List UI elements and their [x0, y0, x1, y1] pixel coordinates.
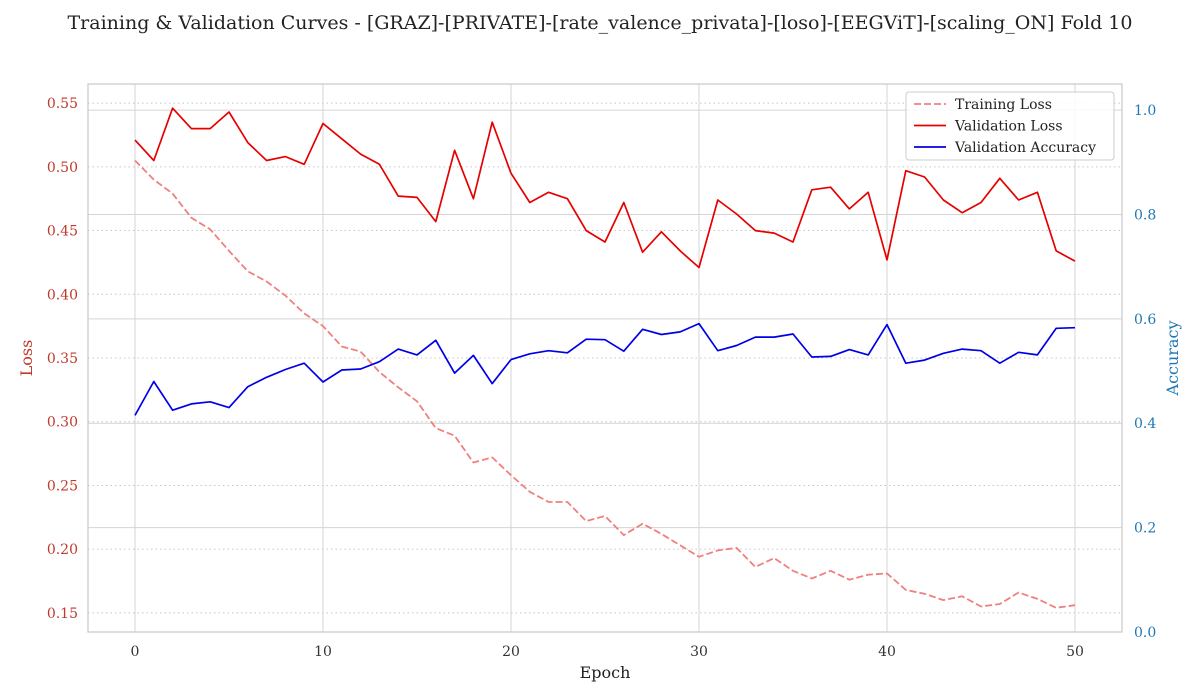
x-axis-label: Epoch — [580, 663, 631, 682]
y-left-tick-label: 0.15 — [47, 606, 78, 622]
series-line-validation-accuracy — [134, 322, 1076, 416]
legend-box — [905, 91, 1115, 161]
y-axis-left-label: Loss — [17, 340, 36, 377]
y-axis-right-label: Accuracy — [1163, 321, 1182, 397]
x-tick-label: 30 — [690, 644, 708, 660]
y-right-tick-label: 0.4 — [1134, 416, 1156, 432]
y-right-tick-label: 0.2 — [1134, 521, 1156, 537]
y-left-tick-label: 0.40 — [47, 287, 78, 303]
x-tick-label: 40 — [878, 644, 896, 660]
y-left-tick-label: 0.45 — [47, 224, 78, 240]
y-left-tick-label: 0.25 — [47, 478, 78, 494]
y-left-tick-label: 0.35 — [47, 351, 78, 367]
plot-frame — [87, 83, 1123, 633]
x-tick-label: 0 — [131, 644, 140, 660]
series-line-validation-loss — [134, 107, 1076, 269]
y-left-tick-label: 0.55 — [47, 96, 78, 112]
chart-title: Training & Validation Curves - [GRAZ]-[P… — [67, 12, 1133, 34]
y-left-tick-label: 0.30 — [47, 415, 78, 431]
y-right-tick-label: 0.0 — [1134, 625, 1156, 641]
y-right-tick-label: 0.8 — [1134, 207, 1156, 223]
y-left-tick-label: 0.50 — [47, 160, 78, 176]
x-tick-label: 10 — [314, 644, 332, 660]
series-line-training-loss — [134, 159, 1076, 609]
y-right-tick-label: 1.0 — [1134, 103, 1156, 119]
x-tick-label: 50 — [1066, 644, 1084, 660]
legend: Training Loss Validation Loss Validation A… — [905, 91, 1115, 161]
legend-label: Validation Loss — [954, 119, 1063, 135]
x-tick-label: 20 — [502, 644, 520, 660]
y-right-tick-label: 0.6 — [1134, 312, 1156, 328]
legend-label: Validation Accuracy — [954, 140, 1096, 156]
y-left-tick-label: 0.20 — [47, 542, 78, 558]
legend-label: Training Loss — [955, 97, 1052, 113]
